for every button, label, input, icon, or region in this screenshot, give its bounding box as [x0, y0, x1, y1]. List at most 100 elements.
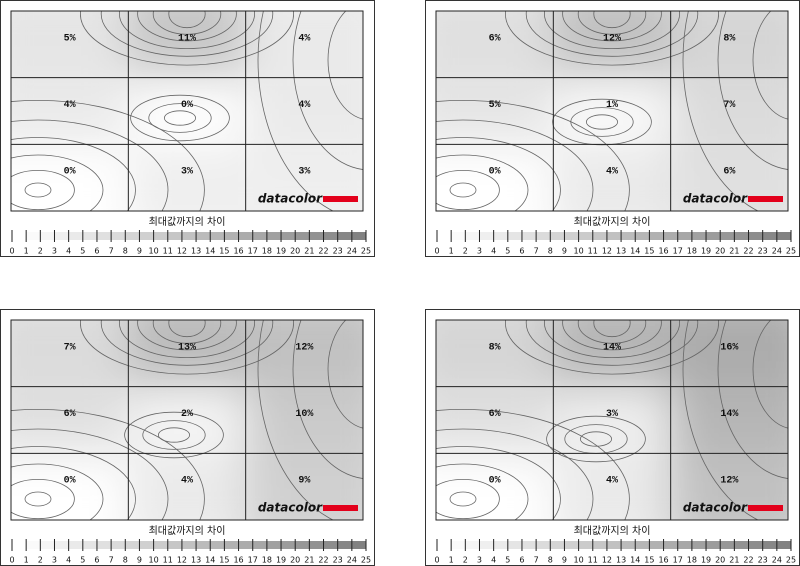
contour — [257, 11, 334, 211]
scale-swatch — [167, 232, 182, 240]
scale-label: 25 — [361, 247, 371, 256]
scale-label: 11 — [163, 247, 173, 256]
scale-label: 2 — [38, 247, 43, 256]
scale-label: 24 — [347, 247, 357, 256]
shade-cell — [436, 77, 554, 145]
contour — [292, 11, 363, 170]
scale-label: 16 — [658, 556, 668, 565]
scale-label: 16 — [233, 247, 243, 256]
scale-swatch — [181, 541, 197, 549]
scale-caption: 최대값까지의 차이 — [149, 216, 226, 228]
contour — [436, 170, 500, 210]
contour — [142, 420, 206, 450]
scale-swatch — [96, 541, 112, 549]
contour — [449, 182, 477, 198]
scale-label: 19 — [276, 247, 286, 256]
plot-border — [435, 10, 789, 212]
scale-swatch — [493, 541, 508, 549]
shade-cell — [553, 386, 671, 454]
cell-value: 0% — [64, 476, 76, 487]
contour — [327, 11, 363, 120]
contour — [717, 320, 788, 479]
scale-swatch — [592, 232, 607, 240]
scale-label: 9 — [562, 247, 567, 256]
scale-swatch — [451, 232, 466, 240]
scale-label: 22 — [743, 556, 753, 565]
scale-swatch — [578, 541, 593, 549]
cell-value: 13% — [178, 342, 196, 353]
scale-label: 8 — [123, 556, 128, 565]
shade-cell — [11, 77, 129, 145]
scale-label: 9 — [562, 556, 567, 565]
logo-text: datacolor — [258, 192, 323, 206]
scale-swatch — [337, 232, 352, 240]
scale-label: 3 — [52, 556, 57, 565]
scale-label: 0 — [9, 556, 14, 565]
scale-label: 18 — [262, 247, 272, 256]
scale-swatch — [139, 232, 154, 240]
scale-swatch — [266, 232, 282, 240]
scale-swatch — [734, 541, 749, 549]
plot-border — [10, 319, 364, 521]
cell-value: 11% — [178, 33, 196, 44]
contour — [11, 100, 205, 211]
scale-swatch — [635, 541, 650, 549]
cell-value: 2% — [181, 409, 193, 420]
scale-label: 19 — [701, 247, 711, 256]
scale-label: 14 — [205, 556, 215, 565]
scale-swatch — [238, 541, 253, 549]
scale-label: 9 — [137, 556, 142, 565]
contour — [157, 427, 190, 443]
shade-cell — [553, 320, 671, 387]
scale-swatch — [40, 541, 55, 549]
scale-label: 6 — [519, 556, 524, 565]
scale-label: 19 — [276, 556, 286, 565]
contour — [525, 11, 699, 57]
scale-label: 4 — [66, 247, 71, 256]
scale-swatch — [26, 541, 41, 549]
shade-cell — [128, 144, 246, 211]
scale-swatch — [465, 541, 480, 549]
scale-label: 5 — [80, 247, 85, 256]
scale-label: 21 — [304, 556, 314, 565]
cell-value: 1% — [606, 100, 618, 111]
scale-swatch — [621, 541, 636, 549]
scale-label: 5 — [505, 556, 510, 565]
shading — [11, 11, 363, 211]
scale-label: 25 — [786, 556, 796, 565]
scale-swatch — [281, 232, 296, 240]
contour — [80, 320, 294, 375]
cell-value: 3% — [606, 409, 618, 420]
contour — [525, 320, 699, 366]
scale-caption: 최대값까지의 차이 — [574, 525, 651, 537]
scale-label: 23 — [333, 247, 343, 256]
cell-value: 4% — [298, 33, 310, 44]
scale-label: 14 — [630, 247, 640, 256]
cell-value: 0% — [181, 100, 193, 111]
cell-value: 10% — [295, 409, 313, 420]
scale-swatch — [309, 541, 324, 549]
contours — [436, 11, 788, 211]
scale-swatch — [564, 232, 579, 240]
scale-swatch — [493, 232, 508, 240]
shade-cell — [436, 11, 554, 78]
cell-value: 9% — [298, 476, 310, 487]
scale-label: 10 — [149, 556, 159, 565]
scale-swatch — [281, 541, 296, 549]
scale-label: 15 — [644, 247, 654, 256]
scale-swatch — [479, 541, 494, 549]
shade-cell — [128, 453, 246, 520]
scale-label: 1 — [449, 556, 454, 565]
scale-label: 12 — [602, 247, 612, 256]
scale-label: 7 — [109, 247, 114, 256]
scale-swatch — [351, 541, 366, 549]
contour — [11, 170, 75, 210]
scale-swatch — [776, 232, 791, 240]
cell-value: 3% — [298, 167, 310, 178]
scale-swatch — [210, 232, 225, 240]
scale-label: 24 — [347, 556, 357, 565]
scale-label: 13 — [616, 556, 626, 565]
contour — [752, 320, 788, 429]
contour — [11, 137, 136, 211]
scale-swatch — [437, 541, 452, 549]
